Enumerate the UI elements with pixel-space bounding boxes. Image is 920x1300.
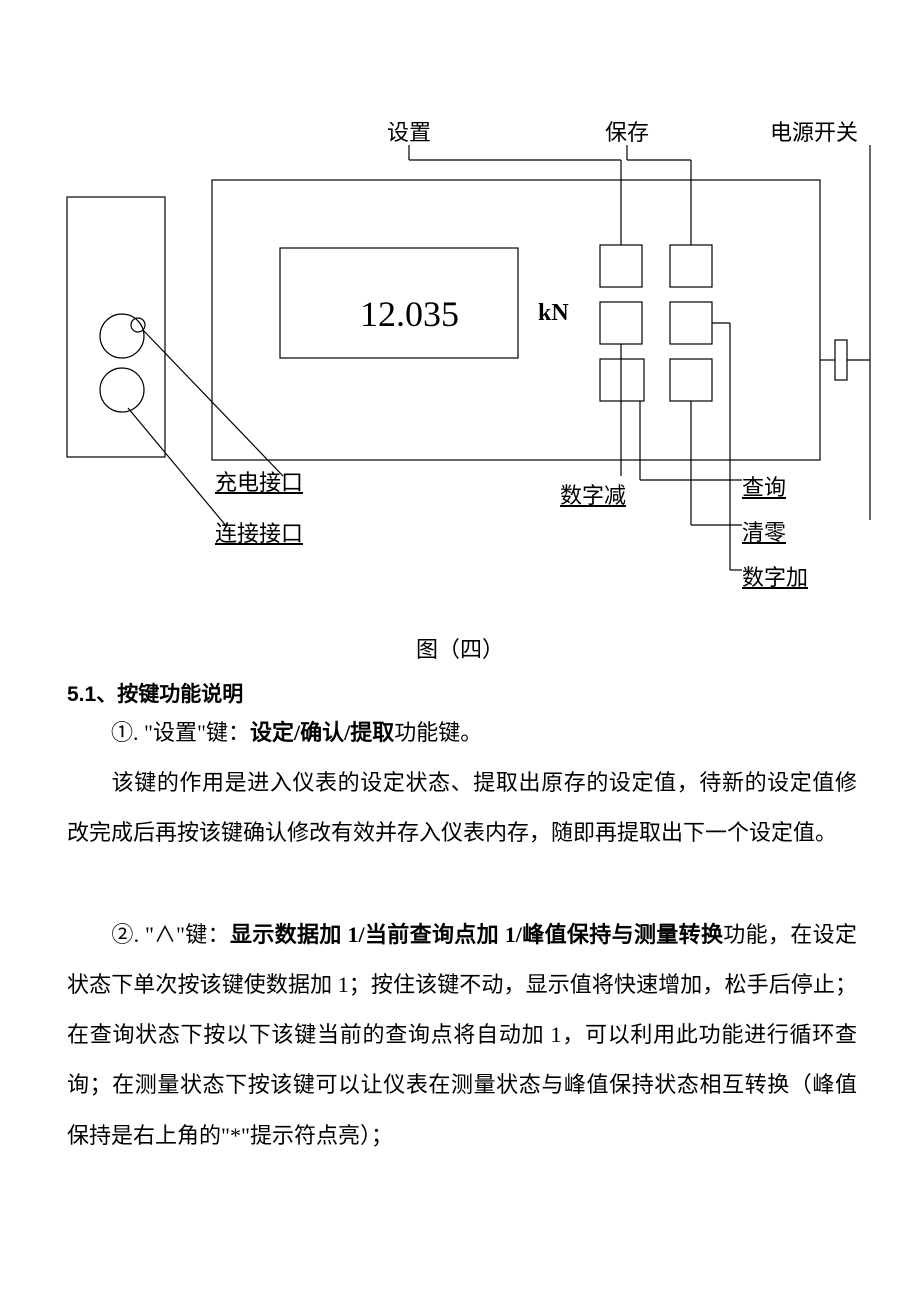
label-save: 保存 [605, 115, 649, 147]
paragraph-3: ②. "∧"键：显示数据加 1/当前查询点加 1/峰值保持与测量转换功能，在设定… [67, 910, 857, 1161]
button-save [670, 245, 712, 287]
connect-port-circle [100, 368, 144, 412]
label-num-minus: 数字减 [560, 478, 626, 510]
label-power: 电源开关 [770, 115, 858, 147]
main-panel [212, 180, 820, 460]
p3-tail: 功能，在设定状态下单次按该键使数据加 1；按住该键不动，显示值将快速增加，松手后… [67, 922, 857, 1148]
paragraph-2: 该键的作用是进入仪表的设定状态、提取出原存的设定值，待新的设定值修改完成后再按该… [67, 758, 857, 858]
p2: 该键的作用是进入仪表的设定状态、提取出原存的设定值，待新的设定值修改完成后再按该… [67, 770, 857, 845]
p1-bold: 设定/确认/提取 [250, 720, 394, 745]
label-clear: 清零 [742, 515, 786, 547]
p3-lead: ②. "∧"键： [111, 922, 230, 947]
label-setting: 设置 [387, 115, 431, 147]
label-num-plus: 数字加 [742, 560, 808, 592]
label-charge-port: 充电接口 [215, 465, 303, 497]
p3-bold: 显示数据加 1/当前查询点加 1/峰值保持与测量转换 [230, 922, 723, 947]
page: 设置 保存 电源开关 [0, 0, 920, 1300]
figure-caption: 图（四） [0, 632, 920, 664]
display-unit: kN [538, 300, 569, 327]
button-num-minus [600, 302, 642, 344]
display-value: 12.035 [360, 293, 459, 335]
label-connect-port: 连接接口 [215, 516, 303, 548]
button-num-plus [670, 302, 712, 344]
button-query [600, 359, 644, 401]
p1-lead: ①. "设置"键： [111, 720, 250, 745]
paragraph-1: ①. "设置"键：设定/确认/提取功能键。 [67, 708, 857, 758]
button-clear [670, 359, 712, 401]
side-panel [67, 197, 165, 457]
button-setting [600, 245, 642, 287]
section-heading: 5.1、按键功能说明 [67, 678, 243, 708]
power-box [835, 340, 847, 380]
label-query: 查询 [742, 470, 786, 502]
p1-tail: 功能键。 [394, 720, 482, 745]
device-diagram: 设置 保存 电源开关 [0, 0, 920, 630]
charge-port-circle [100, 314, 144, 358]
